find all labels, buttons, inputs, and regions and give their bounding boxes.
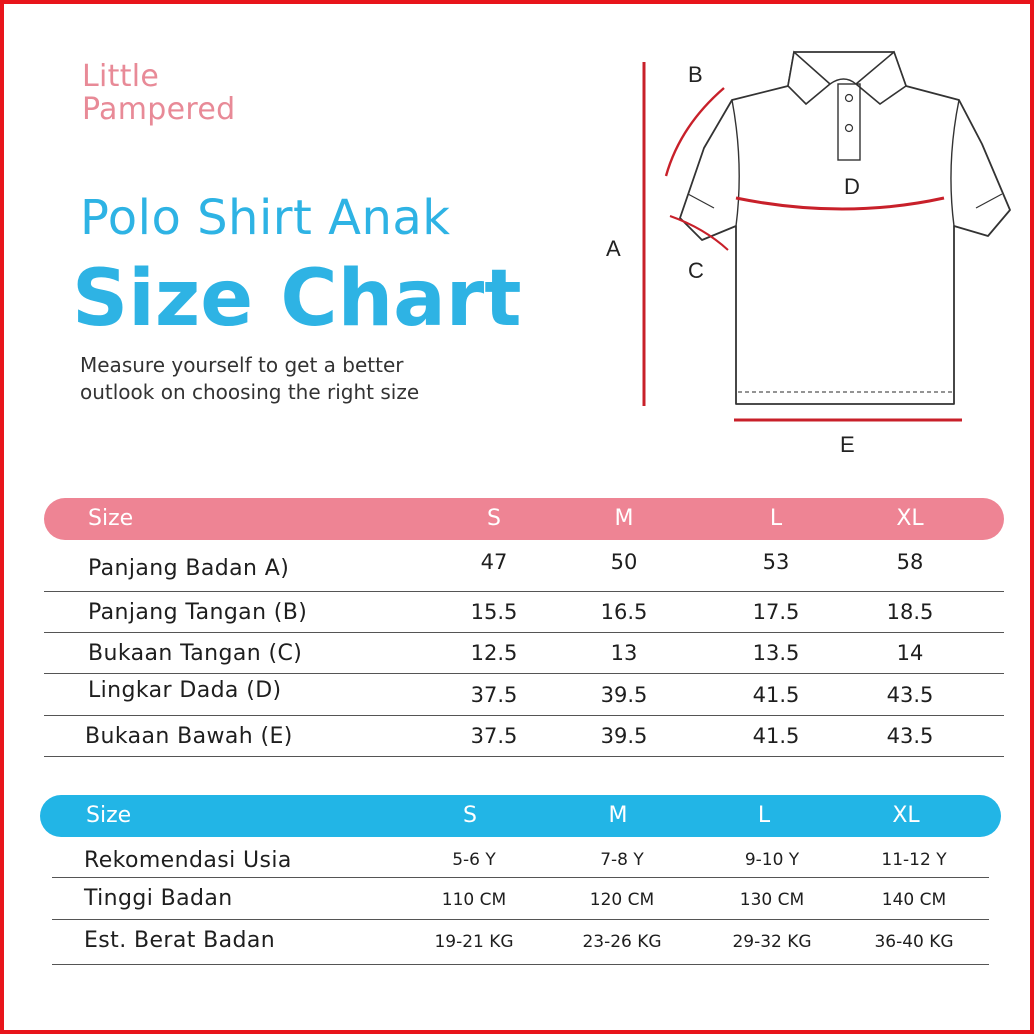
polo-shirt-diagram: A B C D E [606, 50, 1011, 457]
sleeve-seam-left [731, 99, 740, 227]
row-label: Panjang Tangan (B) [88, 600, 308, 625]
table-row: Rekomendasi Usia 5-6 Y 7-8 Y 9-10 Y 11-1… [52, 837, 989, 878]
header-l: L [769, 506, 783, 531]
label-c: C [688, 258, 704, 283]
table-row: Est. Berat Badan 19-21 KG 23-26 KG 29-32… [52, 920, 989, 965]
value-xl: 18.5 [886, 600, 934, 624]
measurement-table: Size S M L XL Panjang Badan A) 47 50 53 … [44, 498, 1004, 757]
subtitle-line-1: Measure yourself to get a better [80, 353, 404, 377]
shirt-outline [679, 51, 1011, 405]
row-label: Est. Berat Badan [84, 928, 276, 953]
value-m: 120 CM [589, 890, 655, 910]
value-xl: 58 [896, 550, 924, 574]
header-s: S [487, 506, 501, 531]
measure-line-b [664, 87, 725, 177]
value-m: 7-8 Y [600, 850, 644, 870]
value-xl: 14 [896, 641, 924, 665]
value-xl: 43.5 [886, 683, 934, 707]
age-recommendation-table: Size S M L XL Rekomendasi Usia 5-6 Y 7-8… [40, 795, 1001, 965]
button-bottom [844, 123, 854, 133]
product-title: Polo Shirt Anak [80, 190, 451, 246]
button-top [844, 93, 854, 103]
value-m: 23-26 KG [582, 932, 662, 952]
cuff-right [975, 193, 1003, 209]
value-l: 29-32 KG [732, 932, 812, 952]
value-xl: 43.5 [886, 724, 934, 748]
subtitle: Measure yourself to get a better outlook… [80, 352, 560, 406]
measure-line-c [669, 215, 729, 251]
sleeve-seam-right [950, 99, 960, 227]
value-m: 13 [610, 641, 638, 665]
value-l: 17.5 [752, 600, 800, 624]
header-m: M [608, 803, 628, 828]
value-s: 5-6 Y [452, 850, 496, 870]
row-label: Tinggi Badan [84, 886, 233, 911]
value-s: 37.5 [470, 683, 518, 707]
label-e: E [840, 432, 855, 457]
collar-right [854, 50, 907, 106]
value-m: 50 [610, 550, 638, 574]
row-label: Lingkar Dada (D) [88, 678, 282, 703]
table-row: Bukaan Bawah (E) 37.5 39.5 41.5 43.5 [44, 716, 1004, 757]
value-s: 19-21 KG [434, 932, 514, 952]
value-m: 16.5 [600, 600, 648, 624]
measure-line-d [735, 196, 945, 211]
row-label: Rekomendasi Usia [84, 848, 292, 873]
value-xl: 140 CM [881, 890, 947, 910]
row-label: Bukaan Bawah (E) [85, 724, 293, 749]
table-row: Lingkar Dada (D) 37.5 39.5 41.5 43.5 [44, 674, 1004, 716]
value-l: 13.5 [752, 641, 800, 665]
header-size: Size [86, 803, 132, 828]
placket [837, 83, 861, 161]
value-l: 41.5 [752, 724, 800, 748]
measurement-table-header: Size S M L XL [44, 498, 1004, 540]
header-size: Size [88, 506, 134, 531]
collar-left [787, 50, 832, 106]
label-b: B [688, 62, 703, 87]
brand-logo: Little Pampered [82, 60, 235, 126]
value-l: 41.5 [752, 683, 800, 707]
age-table-header: Size S M L XL [40, 795, 1001, 837]
table-row: Tinggi Badan 110 CM 120 CM 130 CM 140 CM [52, 878, 989, 920]
label-a: A [606, 236, 621, 261]
value-l: 53 [762, 550, 790, 574]
value-s: 12.5 [470, 641, 518, 665]
value-s: 110 CM [441, 890, 507, 910]
value-s: 47 [480, 550, 508, 574]
brand-line-2: Pampered [82, 92, 236, 127]
value-xl: 36-40 KG [874, 932, 954, 952]
table-row: Bukaan Tangan (C) 12.5 13 13.5 14 [44, 633, 1004, 674]
label-d: D [844, 174, 860, 199]
header-xl: XL [896, 506, 924, 531]
subtitle-line-2: outlook on choosing the right size [80, 380, 420, 404]
value-xl: 11-12 Y [881, 850, 947, 870]
value-m: 39.5 [600, 724, 648, 748]
value-l: 9-10 Y [744, 850, 800, 870]
row-label: Bukaan Tangan (C) [88, 641, 303, 666]
header-xl: XL [892, 803, 920, 828]
value-s: 15.5 [470, 600, 518, 624]
table-row: Panjang Tangan (B) 15.5 16.5 17.5 18.5 [44, 592, 1004, 633]
header-l: L [757, 803, 771, 828]
cuff-left [687, 193, 715, 209]
brand-line-1: Little [82, 59, 160, 94]
header-s: S [463, 803, 477, 828]
value-l: 130 CM [739, 890, 805, 910]
value-m: 39.5 [600, 683, 648, 707]
table-row: Panjang Badan A) 47 50 53 58 [44, 540, 1004, 592]
collar-band [829, 78, 857, 85]
header-m: M [614, 506, 634, 531]
row-label: Panjang Badan A) [88, 556, 290, 581]
size-chart-headline: Size Chart [72, 254, 522, 344]
value-s: 37.5 [470, 724, 518, 748]
